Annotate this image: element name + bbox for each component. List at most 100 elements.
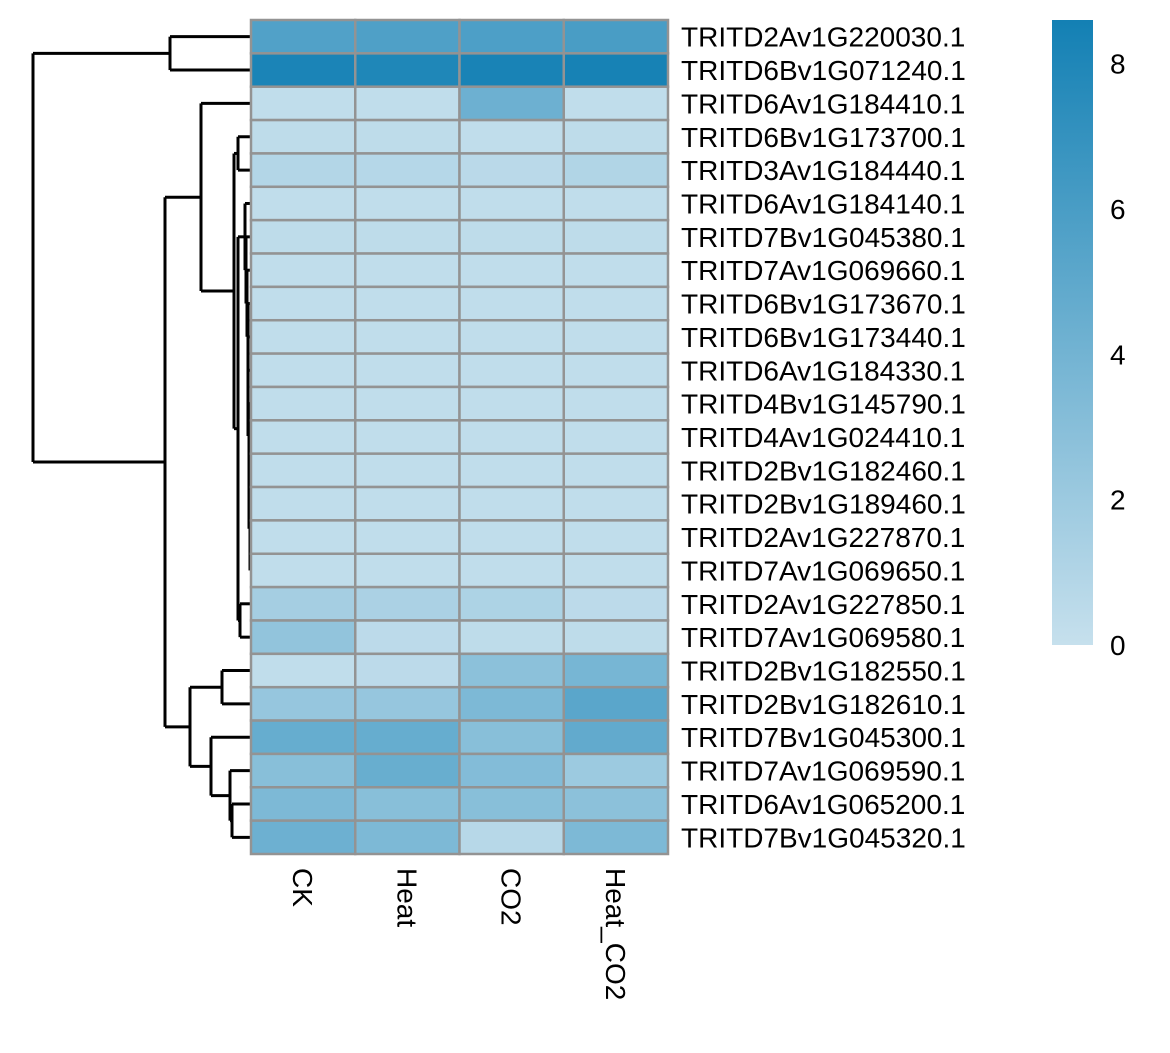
heatmap-cell [458, 18, 565, 55]
heatmap-cell [354, 685, 461, 722]
heatmap-cell [562, 585, 670, 622]
row-label: TRITD7Bv1G045300.1 [681, 722, 966, 753]
heatmap-cell [354, 485, 461, 522]
heatmap-cells [249, 18, 670, 856]
color-legend: 0 2 4 6 8 [1052, 20, 1126, 661]
heatmap-cell [249, 585, 357, 622]
column-label: CK [287, 868, 318, 907]
heatmap-cell [458, 185, 565, 222]
heatmap-cell [354, 52, 461, 88]
row-label: TRITD2Av1G220030.1 [681, 22, 965, 53]
heatmap-cell [249, 519, 357, 556]
heatmap-cell [354, 819, 461, 856]
legend-tick-label: 8 [1110, 49, 1126, 80]
heatmap-cell [354, 118, 461, 155]
heatmap-cell [458, 819, 565, 856]
color-legend-ticks: 0 2 4 6 8 [1110, 49, 1126, 661]
heatmap-cell [562, 318, 670, 355]
heatmap-cell [562, 485, 670, 522]
row-labels: TRITD2Av1G220030.1TRITD6Bv1G071240.1TRIT… [681, 22, 966, 854]
heatmap-cell [354, 385, 461, 422]
heatmap-cell [562, 419, 670, 455]
heatmap-cell [249, 218, 357, 255]
row-label: TRITD7Bv1G045380.1 [681, 222, 966, 253]
heatmap-cell [354, 218, 461, 255]
heatmap-cell [249, 285, 357, 322]
heatmap-cell [249, 452, 357, 489]
heatmap-cell [354, 185, 461, 222]
heatmap-cell [458, 419, 565, 455]
column-labels: CK Heat CO2 Heat_CO2 [287, 868, 631, 1000]
legend-tick-label: 6 [1110, 194, 1126, 225]
heatmap-cell [249, 752, 357, 789]
heatmap-cell [249, 685, 357, 722]
heatmap-cell [354, 719, 461, 756]
heatmap-cell [354, 552, 461, 589]
heatmap-cell [458, 719, 565, 756]
heatmap-cell [458, 252, 565, 289]
row-label: TRITD6Av1G184140.1 [681, 188, 965, 219]
heatmap-cell [562, 552, 670, 589]
heatmap-cell [562, 819, 670, 856]
heatmap-cell [562, 652, 670, 689]
heatmap-cell [354, 752, 461, 789]
heatmap-cell [562, 185, 670, 222]
heatmap-cell [249, 52, 357, 88]
heatmap-cell [458, 318, 565, 355]
row-label: TRITD2Av1G227870.1 [681, 522, 965, 553]
row-label: TRITD2Av1G227850.1 [681, 589, 965, 620]
heatmap-cell [562, 252, 670, 289]
row-label: TRITD6Bv1G173440.1 [681, 322, 966, 353]
row-label: TRITD2Bv1G182460.1 [681, 455, 966, 486]
heatmap-cell [249, 552, 357, 589]
heatmap-cell [354, 85, 461, 122]
row-label: TRITD7Av1G069660.1 [681, 255, 965, 286]
heatmap-cell [562, 285, 670, 322]
heatmap-cell [354, 152, 461, 189]
heatmap-cell [249, 85, 357, 122]
heatmap-cell [458, 118, 565, 155]
row-label: TRITD2Bv1G189460.1 [681, 489, 966, 520]
row-label: TRITD6Av1G184410.1 [681, 88, 965, 119]
heatmap-cell [354, 585, 461, 622]
color-legend-bar [1052, 20, 1093, 645]
heatmap-cell [249, 786, 357, 822]
heatmap-cell [562, 52, 670, 88]
column-label: CO2 [496, 868, 527, 926]
row-dendrogram [31, 35, 252, 839]
heatmap-cell [458, 752, 565, 789]
heatmap-cell [458, 585, 565, 622]
heatmap-cell [354, 285, 461, 322]
heatmap-cell [562, 685, 670, 722]
heatmap-cell [249, 385, 357, 422]
heatmap-cell [354, 252, 461, 289]
row-label: TRITD6Bv1G071240.1 [681, 55, 966, 86]
heatmap-cell [249, 252, 357, 289]
row-label: TRITD6Bv1G173700.1 [681, 122, 966, 153]
heatmap-cell [354, 18, 461, 55]
heatmap-cell [249, 352, 357, 389]
heatmap-cell [354, 652, 461, 689]
legend-tick-label: 0 [1110, 630, 1126, 661]
heatmap-cell [458, 519, 565, 556]
heatmap-cell [458, 485, 565, 522]
row-label: TRITD7Bv1G045320.1 [681, 822, 966, 853]
heatmap-cell [249, 652, 357, 689]
heatmap-cell [354, 318, 461, 355]
heatmap-cell [249, 18, 357, 55]
row-label: TRITD6Bv1G173670.1 [681, 289, 966, 320]
row-label: TRITD4Av1G024410.1 [681, 422, 965, 453]
legend-tick-label: 2 [1110, 485, 1126, 516]
heatmap-cell [458, 786, 565, 822]
heatmap-cell [458, 152, 565, 189]
row-label: TRITD7Av1G069590.1 [681, 756, 965, 787]
heatmap-cell [562, 85, 670, 122]
heatmap-cell [458, 352, 565, 389]
heatmap-cell [562, 519, 670, 556]
heatmap-cell [458, 652, 565, 689]
row-label: TRITD3Av1G184440.1 [681, 155, 965, 186]
heatmap-cell [458, 385, 565, 422]
row-label: TRITD4Bv1G145790.1 [681, 389, 966, 420]
row-label: TRITD6Av1G065200.1 [681, 789, 965, 820]
